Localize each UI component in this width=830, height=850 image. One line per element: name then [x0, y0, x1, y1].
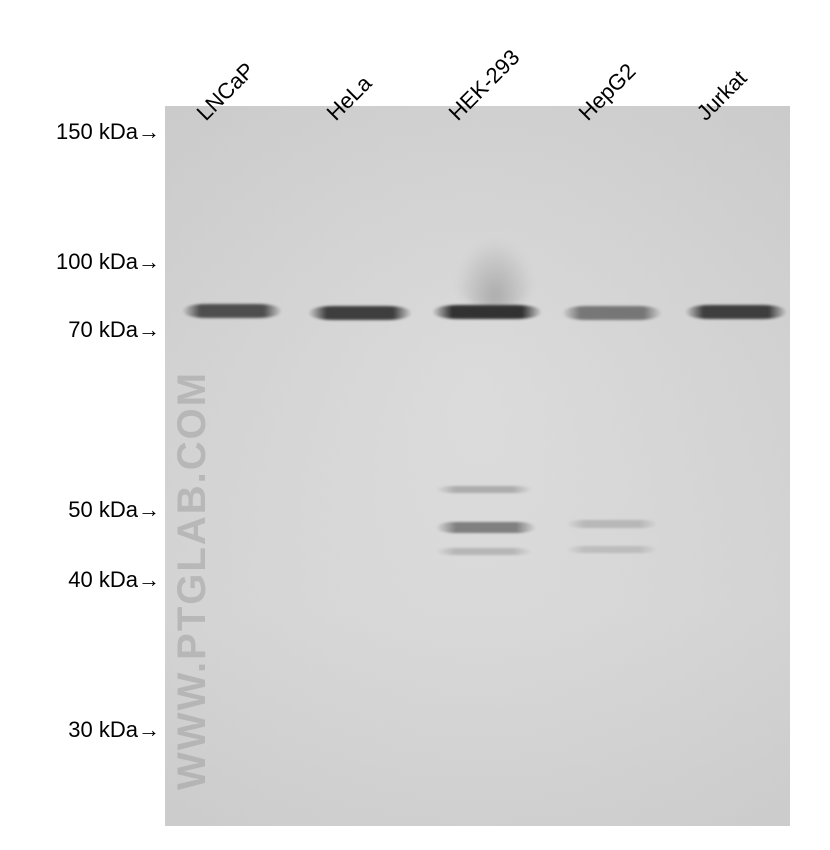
protein-band: [308, 306, 412, 320]
blot-membrane: [165, 106, 790, 826]
faint-band: [436, 486, 532, 493]
faint-band: [436, 548, 532, 555]
faint-band: [566, 520, 658, 528]
protein-band: [685, 305, 787, 319]
western-blot-figure: WWW.PTGLAB.COM 150 kDa→100 kDa→70 kDa→50…: [0, 0, 830, 850]
mw-label: 40 kDa→: [68, 567, 160, 593]
mw-label: 100 kDa→: [56, 249, 160, 275]
mw-label: 50 kDa→: [68, 497, 160, 523]
faint-band: [436, 522, 536, 533]
band-smudge: [455, 240, 535, 310]
mw-label: 150 kDa→: [56, 119, 160, 145]
mw-label: 70 kDa→: [68, 317, 160, 343]
faint-band: [566, 546, 658, 553]
protein-band: [182, 304, 282, 318]
protein-band: [562, 306, 662, 320]
mw-label: 30 kDa→: [68, 717, 160, 743]
